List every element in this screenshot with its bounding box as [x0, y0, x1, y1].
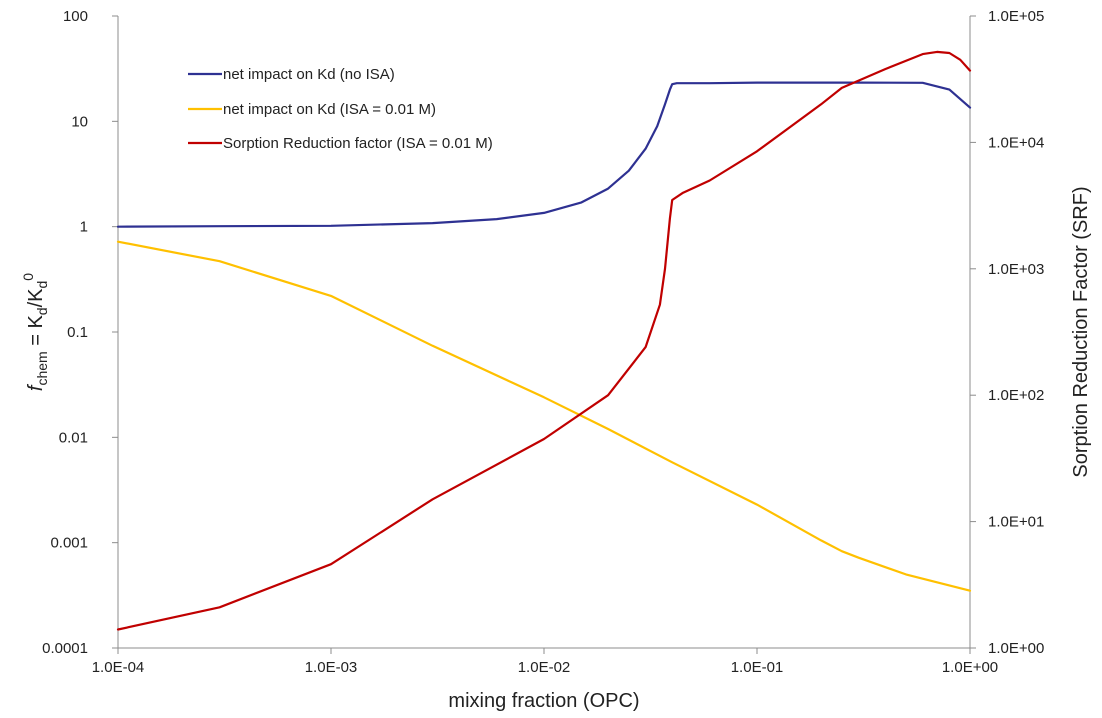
- y-tick-label: 100: [63, 8, 88, 25]
- right-y-axis-title: Sorption Reduction Factor (SRF): [1070, 186, 1092, 477]
- x-tick-label: 1.0E+00: [942, 659, 998, 676]
- y2-tick-label: 1.0E+01: [988, 514, 1044, 531]
- ylabel-d2: d: [34, 281, 50, 289]
- y2-tick-label: 1.0E+00: [988, 640, 1044, 657]
- x-tick-label: 1.0E-03: [305, 659, 358, 676]
- y-tick-label: 0.001: [50, 535, 88, 552]
- ylabel-eq: = K: [25, 315, 47, 352]
- legend-label-srf: Sorption Reduction factor (ISA = 0.01 M): [223, 135, 493, 152]
- series-line-no-isa: [116, 81, 972, 228]
- legend: net impact on Kd (no ISA) net impact on …: [188, 66, 493, 152]
- x-axis-title: mixing fraction (OPC): [448, 690, 639, 712]
- x-tick-label: 1.0E-01: [731, 659, 784, 676]
- series-line-srf: [116, 50, 972, 631]
- y-tick-label: 0.0001: [42, 640, 88, 657]
- y2-tick-label: 1.0E+03: [988, 261, 1044, 278]
- y-tick-label: 10: [71, 113, 88, 130]
- y-tick-label: 0.01: [59, 429, 88, 446]
- y2-tick-label: 1.0E+05: [988, 8, 1044, 25]
- y2-tick-label: 1.0E+04: [988, 134, 1044, 151]
- ylabel-d1: d: [34, 307, 50, 315]
- ylabel-f: f: [25, 383, 47, 391]
- series-line-isa: [116, 240, 972, 592]
- series-layer: [116, 50, 972, 631]
- left-y-axis-ticks: 100 10 1 0.1 0.01 0.001 0.0001: [42, 8, 118, 657]
- y-tick-label: 0.1: [67, 324, 88, 341]
- y-tick-label: 1: [80, 219, 88, 236]
- ylabel-slash: /K: [25, 288, 47, 308]
- legend-label-isa: net impact on Kd (ISA = 0.01 M): [223, 101, 436, 118]
- right-y-axis-ticks: 1.0E+05 1.0E+04 1.0E+03 1.0E+02 1.0E+01 1.0E+…: [970, 8, 1044, 657]
- ylabel-chem: chem: [34, 351, 50, 385]
- x-tick-label: 1.0E-02: [518, 659, 571, 676]
- left-y-axis-title: fchem = Kd/Kd0: [20, 273, 50, 391]
- y2-tick-label: 1.0E+02: [988, 387, 1044, 404]
- x-tick-label: 1.0E-04: [92, 659, 145, 676]
- legend-label-no-isa: net impact on Kd (no ISA): [223, 66, 395, 83]
- ylabel-zero: 0: [20, 273, 36, 281]
- x-axis-ticks: 1.0E-04 1.0E-03 1.0E-02 1.0E-01 1.0E+00: [92, 648, 998, 676]
